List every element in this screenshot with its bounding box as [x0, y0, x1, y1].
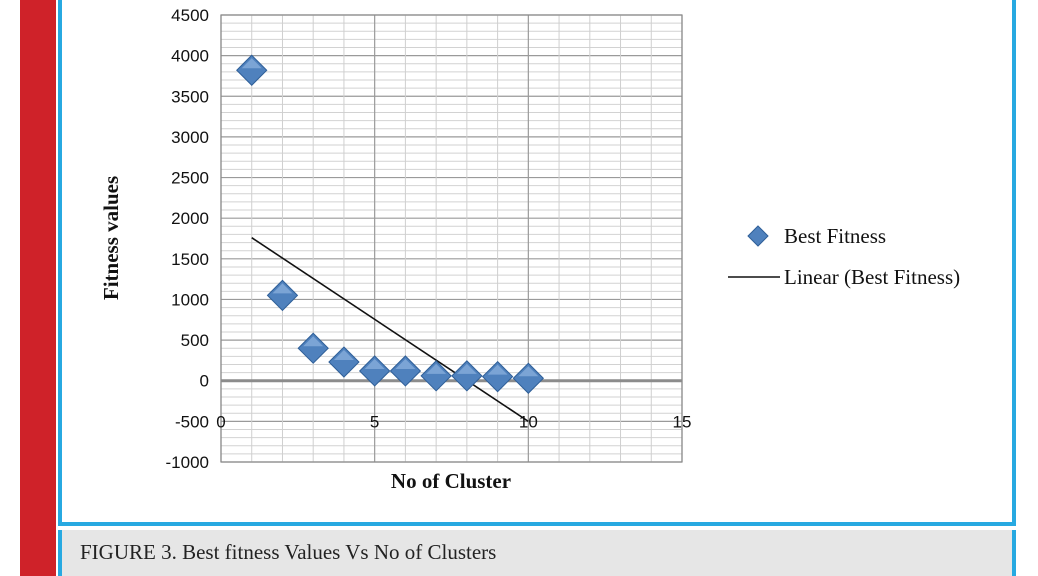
data-point-marker	[389, 355, 422, 387]
legend-label-linear: Linear (Best Fitness)	[784, 265, 960, 289]
data-point-marker	[420, 360, 452, 392]
data-point-highlight	[518, 366, 539, 377]
y-tick-label: 1000	[171, 290, 209, 309]
data-point-highlight	[364, 358, 385, 369]
data-point-highlight	[241, 58, 262, 69]
x-tick-label: 10	[519, 412, 538, 431]
figure-caption: FIGURE 3. Best fitness Values Vs No of C…	[80, 540, 497, 564]
trendline-linear	[251, 237, 529, 423]
data-point-highlight	[395, 358, 416, 369]
data-point-highlight	[272, 283, 293, 294]
x-tick-label: 15	[673, 412, 692, 431]
grid	[220, 14, 683, 463]
y-tick-label: 3500	[171, 87, 209, 106]
legend-label-best-fitness: Best Fitness	[784, 224, 886, 248]
data-point-marker	[266, 279, 299, 312]
x-tick-labels: 0 5 10 15	[216, 412, 691, 431]
data-point-highlight	[487, 364, 508, 375]
x-tick-label: 5	[370, 412, 379, 431]
y-tick-labels: 4500 4000 3500 3000 2500 2000 1500 1000 500 0 -500…	[166, 6, 209, 472]
y-tick-label: 500	[181, 331, 209, 350]
data-point-marker	[236, 54, 268, 86]
legend-marker-best-fitness	[747, 225, 769, 247]
data-point-highlight	[333, 350, 354, 361]
x-tick-label: 0	[216, 412, 225, 431]
data-point-marker	[358, 355, 391, 387]
data-points	[236, 54, 545, 394]
data-point-marker	[297, 332, 329, 364]
data-point-marker	[512, 362, 545, 394]
y-tick-label: -1000	[166, 453, 209, 472]
accent-bar	[20, 0, 56, 576]
legend: Best Fitness Linear (Best Fitness)	[728, 224, 960, 289]
data-point-highlight	[303, 336, 324, 347]
plot-area-border	[220, 14, 683, 463]
data-point-marker	[451, 360, 483, 392]
left-margin	[0, 0, 20, 576]
data-point-marker	[328, 346, 360, 378]
caption-box: FIGURE 3. Best fitness Values Vs No of C…	[58, 530, 1016, 576]
y-tick-label: 1500	[171, 250, 209, 269]
data-point-marker	[481, 360, 514, 393]
data-point-highlight	[426, 363, 447, 374]
y-tick-label: 0	[200, 372, 209, 391]
y-tick-label: 2000	[171, 209, 209, 228]
axes	[220, 14, 683, 463]
y-tick-label: 2500	[171, 169, 209, 188]
y-tick-label: -500	[175, 412, 209, 431]
y-tick-label: 4000	[171, 47, 209, 66]
y-axis-label: Fitness values	[99, 176, 123, 300]
scatter-chart: 4500 4000 3500 3000 2500 2000 1500 1000 500 0 -500…	[99, 6, 960, 493]
y-tick-label: 3000	[171, 128, 209, 147]
data-point-highlight	[456, 363, 477, 374]
x-axis-label: No of Cluster	[391, 469, 511, 493]
y-tick-label: 4500	[171, 6, 209, 25]
trendline-group	[251, 237, 529, 423]
